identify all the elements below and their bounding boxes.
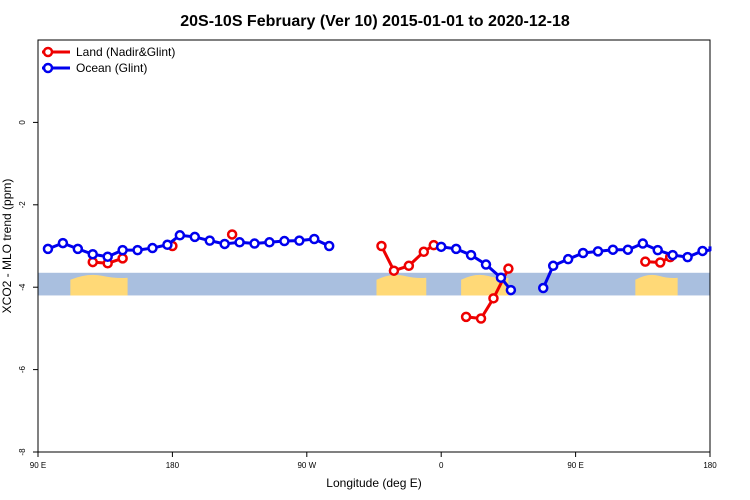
- y-tick-label: -8: [18, 448, 27, 456]
- y-tick-label: -6: [18, 365, 27, 373]
- ocean-point: [189, 231, 201, 243]
- y-tick-label: 0: [18, 120, 27, 125]
- ocean-point: [72, 243, 84, 255]
- plot-frame: [37, 39, 711, 453]
- land-point: [388, 265, 400, 276]
- land-point: [488, 293, 499, 304]
- land-point: [460, 311, 472, 323]
- ocean-point: [132, 244, 143, 256]
- ocean-point: [637, 238, 649, 249]
- ocean-point: [667, 249, 678, 261]
- legend-land-label: Land (Nadir&Glint): [76, 45, 175, 59]
- land-point: [475, 313, 487, 324]
- ocean-point: [505, 284, 517, 296]
- ocean-point: [465, 249, 477, 261]
- land-point: [376, 240, 387, 252]
- legend: Land (Nadir&Glint) Ocean (Glint): [42, 45, 175, 75]
- land-point: [117, 253, 128, 264]
- x-tick-label: 90 E: [30, 461, 46, 470]
- ocean-point: [622, 244, 634, 255]
- land-point: [226, 229, 238, 240]
- ocean-point: [480, 259, 492, 270]
- ocean-point: [323, 240, 335, 252]
- ocean-point: [450, 243, 462, 255]
- legend-ocean-marker: [42, 62, 54, 74]
- chart-title: 20S-10S February (Ver 10) 2015-01-01 to …: [180, 13, 570, 30]
- ocean-point: [57, 237, 69, 249]
- ocean-point: [204, 235, 215, 246]
- land-point: [403, 260, 415, 272]
- axes: 90 E 180 90 W 0 90 E 180 0 -2 -4 -6 -8: [18, 120, 717, 470]
- ocean-point: [117, 244, 128, 256]
- ocean-point: [174, 230, 186, 241]
- x-tick-label: 90 E: [567, 461, 583, 470]
- map-land-region: [635, 274, 678, 296]
- ocean-point: [219, 238, 230, 250]
- legend-land-marker: [42, 46, 54, 58]
- x-axis-label: Longitude (deg E): [326, 476, 421, 490]
- map-land-region: [70, 274, 128, 296]
- map-land-region: [376, 274, 427, 296]
- ocean-series: [42, 230, 712, 296]
- ocean-point: [234, 237, 245, 248]
- ocean-point: [162, 239, 173, 251]
- x-tick-label: 0: [439, 461, 444, 470]
- ocean-point: [652, 244, 663, 256]
- ocean-point: [697, 245, 708, 257]
- ocean-point: [547, 260, 559, 272]
- y-tick-label: -4: [18, 283, 27, 291]
- land-series: [87, 229, 676, 324]
- ocean-point: [264, 237, 275, 248]
- land-point: [503, 263, 514, 274]
- ocean-point: [592, 246, 604, 257]
- legend-ocean-label: Ocean (Glint): [76, 61, 147, 75]
- ocean-point: [87, 248, 99, 260]
- land-point: [640, 256, 651, 267]
- ocean-point: [249, 238, 260, 249]
- y-axis-label: XCO2 - MLO trend (ppm): [0, 179, 14, 314]
- ocean-point: [294, 235, 305, 246]
- x-tick-label: 180: [703, 461, 717, 470]
- ocean-point: [147, 242, 158, 254]
- ocean-point: [495, 272, 507, 283]
- ocean-point: [607, 244, 619, 255]
- ocean-point: [682, 251, 693, 263]
- land-line: [465, 267, 510, 321]
- map-ocean: [38, 272, 710, 296]
- map-strip: [38, 272, 710, 296]
- ocean-point: [435, 241, 447, 253]
- ocean-point: [309, 233, 320, 245]
- ocean-point: [279, 235, 290, 247]
- ocean-point: [562, 253, 574, 265]
- ocean-point: [537, 282, 549, 294]
- land-point: [418, 246, 430, 258]
- ocean-point: [577, 247, 589, 259]
- x-tick-label: 180: [166, 461, 180, 470]
- series: [42, 229, 712, 324]
- land-point: [654, 257, 666, 268]
- x-tick-label: 90 W: [297, 461, 316, 470]
- y-tick-label: -2: [18, 201, 27, 209]
- ocean-point: [102, 251, 113, 262]
- ocean-point: [42, 243, 54, 255]
